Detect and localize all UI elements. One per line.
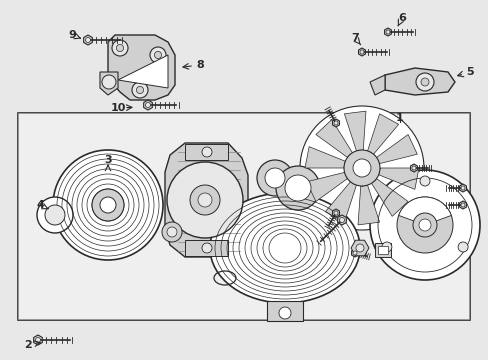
Polygon shape [378, 168, 418, 189]
Circle shape [299, 106, 423, 230]
Circle shape [257, 160, 292, 196]
Polygon shape [350, 240, 368, 256]
Polygon shape [459, 201, 466, 209]
Polygon shape [100, 72, 118, 95]
Text: 6: 6 [397, 13, 405, 23]
Circle shape [85, 37, 90, 42]
Circle shape [112, 40, 128, 56]
Polygon shape [118, 55, 168, 88]
Text: 2: 2 [24, 340, 32, 350]
Circle shape [92, 189, 124, 221]
Circle shape [352, 251, 356, 255]
Circle shape [418, 219, 430, 231]
Circle shape [279, 307, 290, 319]
Polygon shape [164, 143, 247, 257]
Bar [18, 113, 469, 320]
Text: 7: 7 [350, 33, 358, 43]
Circle shape [167, 162, 243, 238]
Polygon shape [332, 209, 339, 217]
Circle shape [352, 159, 370, 177]
Polygon shape [306, 172, 347, 202]
Text: 5: 5 [465, 67, 473, 77]
Polygon shape [358, 48, 365, 56]
Polygon shape [376, 135, 416, 164]
Circle shape [53, 150, 163, 260]
Bar [374, 243, 390, 257]
Circle shape [202, 243, 212, 253]
Bar [184, 144, 227, 160]
Circle shape [116, 44, 123, 51]
Polygon shape [108, 35, 175, 100]
Circle shape [460, 186, 464, 190]
Bar [266, 301, 303, 321]
Circle shape [162, 222, 182, 242]
Circle shape [132, 82, 148, 98]
Polygon shape [83, 35, 92, 45]
Circle shape [415, 73, 433, 91]
Circle shape [145, 103, 150, 108]
Circle shape [136, 86, 143, 94]
Circle shape [100, 197, 116, 213]
Circle shape [359, 50, 363, 54]
Circle shape [285, 175, 310, 201]
Text: 8: 8 [196, 60, 203, 70]
Bar [377, 246, 387, 254]
Polygon shape [332, 119, 339, 127]
Polygon shape [357, 185, 379, 225]
Polygon shape [384, 68, 454, 95]
Bar [184, 240, 227, 256]
Text: 1: 1 [395, 113, 403, 123]
Polygon shape [34, 335, 42, 345]
Text: 3: 3 [104, 155, 112, 165]
Circle shape [460, 203, 464, 207]
Bar [18, 113, 469, 320]
Circle shape [411, 166, 415, 170]
Circle shape [343, 150, 379, 186]
Circle shape [419, 176, 429, 186]
Polygon shape [371, 179, 407, 216]
Polygon shape [315, 120, 352, 157]
Polygon shape [410, 164, 417, 172]
Circle shape [167, 227, 177, 237]
Polygon shape [143, 100, 152, 110]
Polygon shape [384, 28, 391, 36]
Polygon shape [337, 215, 346, 225]
Circle shape [36, 338, 41, 342]
Polygon shape [305, 147, 345, 168]
Polygon shape [369, 75, 384, 95]
Circle shape [37, 197, 73, 233]
Text: 9: 9 [68, 30, 76, 40]
Wedge shape [398, 197, 450, 225]
Circle shape [385, 30, 389, 34]
Circle shape [154, 51, 161, 59]
Circle shape [339, 217, 344, 222]
Polygon shape [325, 182, 356, 222]
Circle shape [264, 168, 285, 188]
Polygon shape [351, 249, 358, 257]
Circle shape [412, 213, 436, 237]
Circle shape [275, 166, 319, 210]
Circle shape [420, 78, 428, 86]
Circle shape [381, 242, 391, 252]
Circle shape [202, 147, 212, 157]
Circle shape [190, 185, 220, 215]
Polygon shape [367, 114, 398, 154]
Circle shape [396, 197, 452, 253]
Circle shape [102, 75, 116, 89]
Circle shape [355, 244, 363, 252]
Circle shape [457, 242, 467, 252]
Circle shape [150, 47, 165, 63]
Text: 4: 4 [36, 200, 44, 210]
Polygon shape [344, 111, 365, 151]
Circle shape [333, 121, 337, 125]
Circle shape [198, 193, 212, 207]
Ellipse shape [209, 193, 359, 303]
Circle shape [45, 205, 65, 225]
Circle shape [369, 170, 479, 280]
Text: 10: 10 [110, 103, 125, 113]
Circle shape [333, 211, 337, 215]
Polygon shape [459, 184, 466, 192]
